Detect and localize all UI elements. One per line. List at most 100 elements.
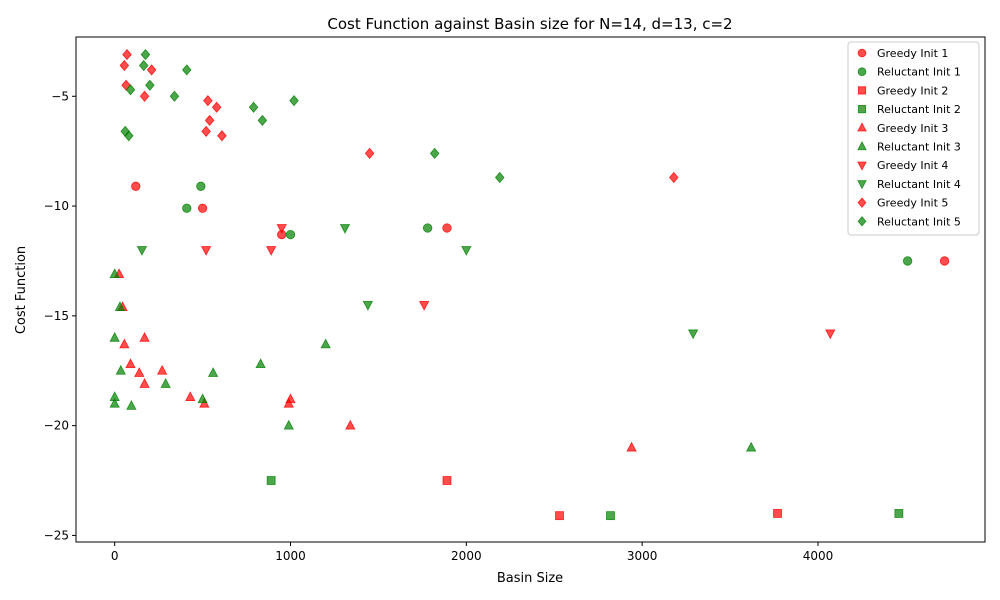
data-point-series-1 [197,203,208,213]
x-axis-label: Basin Size [497,571,563,586]
y-tick-label: −10 [44,199,69,213]
data-point-series-1 [131,181,141,191]
data-point-series-2 [902,256,913,266]
data-point-series-4 [606,511,615,521]
data-point-series-5 [139,331,150,342]
data-point-series-6 [745,441,757,452]
data-point-series-10 [138,59,149,72]
y-axis-label: Cost Function [14,246,29,334]
data-point-series-6 [160,378,171,388]
legend-marker [857,86,867,95]
data-point-series-3 [773,509,782,518]
x-tick-label: 0 [111,549,119,563]
data-point-series-6 [197,393,208,404]
data-points [109,48,950,521]
data-point-series-1 [939,256,950,266]
data-point-series-6 [109,397,120,408]
data-point-series-6 [114,301,126,311]
data-point-series-10 [248,101,259,113]
data-point-series-9 [211,101,222,113]
legend-entry: Greedy Init 1 [877,47,948,60]
legend-marker [857,141,867,151]
legend-entry: Reluctant Init 1 [877,66,961,79]
data-point-series-8 [362,300,374,311]
data-point-series-7 [418,300,430,311]
data-point-series-6 [207,367,219,377]
data-point-series-10 [181,64,192,76]
data-point-series-9 [119,59,130,72]
legend-entry: Greedy Init 4 [877,159,948,172]
data-point-series-8 [687,329,699,340]
y-tick-label: −5 [51,89,69,103]
data-point-series-5 [134,367,145,377]
data-point-series-8 [339,224,351,234]
data-point-series-5 [626,441,637,452]
x-axis: 0 1000 2000 3000 4000 [111,542,833,563]
data-point-series-8 [461,246,472,256]
data-point-series-9 [203,95,213,107]
data-point-series-9 [139,90,150,102]
data-point-series-6 [320,338,331,349]
legend-marker [857,122,867,132]
data-point-series-7 [276,224,287,234]
data-point-series-6 [283,419,294,430]
legend: Greedy Init 1 Reluctant Init 1 Greedy Init… [847,41,980,236]
data-point-series-2 [196,181,206,191]
legend-marker [857,67,867,77]
legend-entry: Greedy Init 2 [877,84,948,97]
data-point-series-10 [125,84,136,96]
data-point-series-6 [126,400,137,410]
legend-marker [857,161,867,171]
data-point-series-5 [125,358,136,369]
data-point-series-7 [200,246,212,256]
data-point-series-10 [145,79,155,91]
data-point-series-10 [494,171,505,184]
data-point-series-9 [122,48,132,61]
data-point-series-10 [289,95,299,107]
data-point-series-10 [257,114,268,127]
legend-marker [857,216,867,227]
data-point-series-5 [156,364,168,375]
y-tick-label: −15 [44,309,69,323]
data-point-series-5 [119,338,130,349]
data-point-series-9 [204,114,215,127]
legend-marker [857,180,867,190]
x-tick-label: 3000 [627,549,658,563]
data-point-series-9 [669,171,679,184]
data-point-series-5 [139,378,150,388]
legend-entry: Reluctant Init 4 [877,178,961,191]
data-point-series-1 [442,223,452,233]
legend-entry: Reluctant Init 3 [877,141,961,154]
x-tick-label: 4000 [803,549,834,563]
legend-entry: Greedy Init 5 [877,197,948,210]
data-point-series-9 [217,130,227,142]
plot-area [75,36,986,543]
data-point-series-9 [201,125,211,138]
legend-entry: Reluctant Init 5 [877,215,961,228]
legend-box [847,41,980,236]
x-tick-label: 1000 [275,549,306,563]
data-point-series-6 [115,364,126,375]
legend-entry: Greedy Init 3 [877,122,948,135]
data-point-series-4 [894,509,904,518]
data-point-series-7 [265,246,277,256]
data-point-series-9 [146,64,157,76]
legend-entry: Reluctant Init 2 [877,103,961,116]
data-point-series-2 [182,203,192,213]
data-point-series-10 [140,48,151,61]
data-point-series-3 [442,476,452,485]
y-tick-label: −20 [44,419,69,433]
legend-marker [857,197,867,208]
data-point-series-10 [169,90,180,102]
legend-marker [857,105,867,114]
data-point-series-5 [285,393,296,404]
data-point-series-6 [109,268,120,279]
data-point-series-9 [364,147,375,159]
data-point-series-6 [109,331,120,342]
data-point-series-5 [185,391,196,401]
data-point-series-10 [429,147,440,159]
data-point-series-3 [555,511,564,521]
data-point-series-2 [422,223,433,233]
